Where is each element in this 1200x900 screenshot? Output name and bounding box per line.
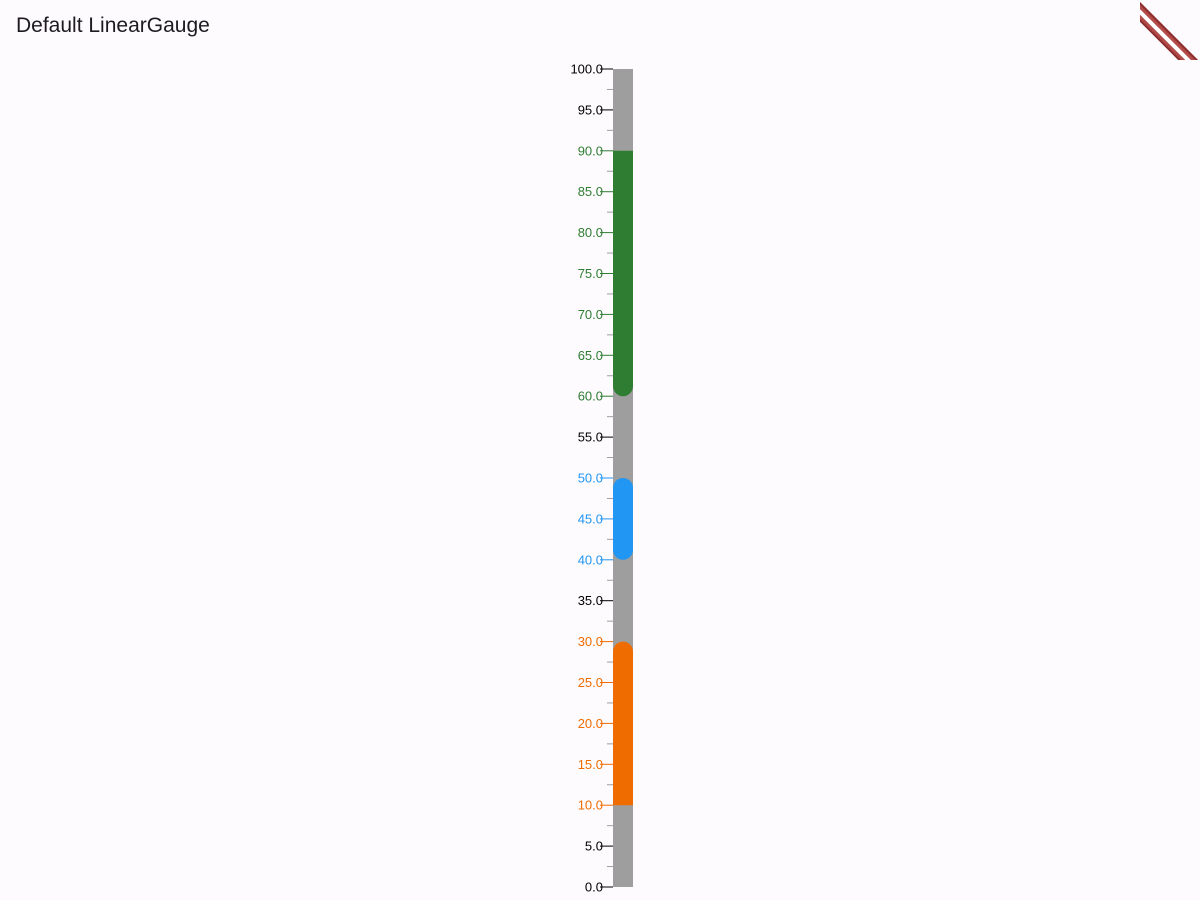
gauge-tick-label: 85.0 — [578, 184, 603, 199]
gauge-tick-label: 0.0 — [585, 880, 603, 895]
gauge-tick-label: 90.0 — [578, 143, 603, 158]
gauge-tick-label: 70.0 — [578, 307, 603, 322]
gauge-tick-label: 40.0 — [578, 552, 603, 567]
gauge-range-0 — [613, 641, 633, 806]
gauge-label-layer: 0.0 5.0 10.0 15.0 20.0 25.0 30.0 35.0 40.0 45.0 50… — [570, 62, 603, 895]
gauge-tick-label: 5.0 — [585, 839, 603, 854]
gauge-tick-label: 45.0 — [578, 511, 603, 526]
gauge-tick-label: 100.0 — [570, 62, 603, 77]
gauge-tick-label: 55.0 — [578, 430, 603, 445]
gauge-tick-label: 65.0 — [578, 348, 603, 363]
gauge-tick-layer — [600, 68, 613, 888]
page-title: Default LinearGauge — [16, 14, 210, 37]
gauge-range-layer — [613, 150, 633, 806]
gauge-tick-label: 20.0 — [578, 716, 603, 731]
gauge-tick-label: 25.0 — [578, 675, 603, 690]
gauge-tick-label: 80.0 — [578, 225, 603, 240]
gauge-tick-label: 35.0 — [578, 593, 603, 608]
gauge-tick-label: 60.0 — [578, 389, 603, 404]
gauge-tick-label: 30.0 — [578, 634, 603, 649]
gauge-tick-label: 75.0 — [578, 266, 603, 281]
gauge-range-1 — [613, 478, 633, 560]
gauge-tick-label: 15.0 — [578, 757, 603, 772]
gauge-range-2 — [613, 150, 633, 397]
gauge-tick-label: 50.0 — [578, 471, 603, 486]
gauge-tick-label: 10.0 — [578, 798, 603, 813]
gauge-tick-label: 95.0 — [578, 102, 603, 117]
